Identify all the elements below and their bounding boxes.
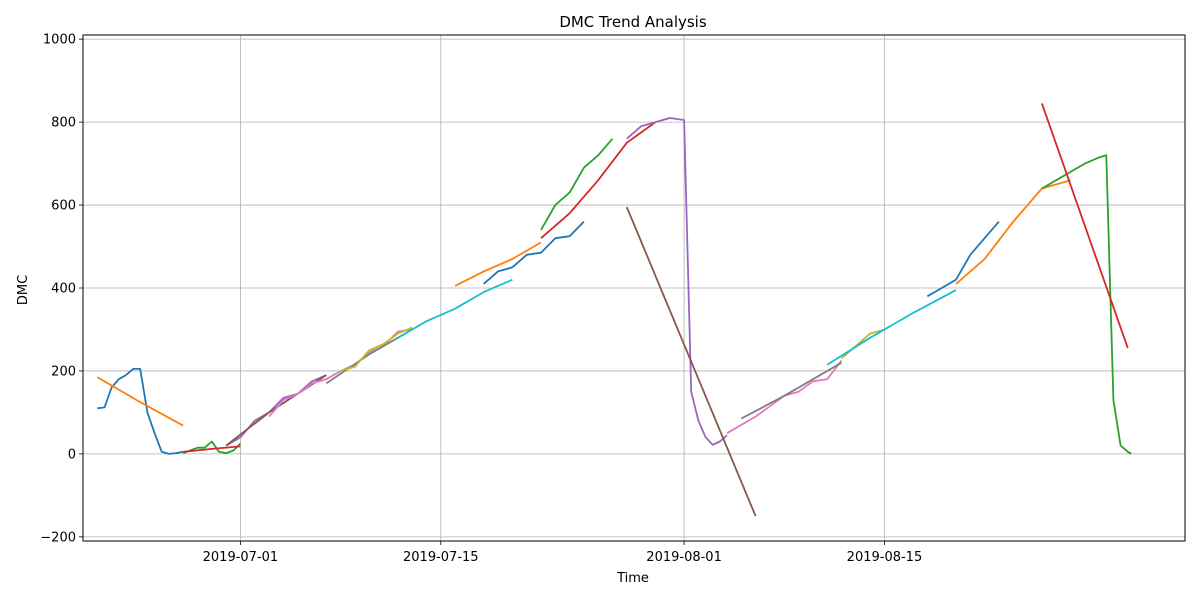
x-tick-label: 2019-07-15 [403,550,479,565]
series-line-4 [183,445,241,453]
y-tick-label: 0 [68,447,76,462]
series-line-21 [926,221,1000,298]
series-line-2 [96,376,184,427]
x-tick-label: 2019-07-01 [203,550,279,565]
y-tick-label: 400 [51,282,76,297]
x-axis-label: Time [616,571,649,586]
x-tick-label: 2019-08-01 [646,550,722,565]
series-line-9 [340,326,413,372]
series-line-13 [540,138,614,231]
series-line-16 [625,206,757,517]
y-tick-label: 800 [51,116,76,131]
x-tick-label: 2019-08-15 [847,550,923,565]
y-tick-label: 600 [51,199,76,214]
y-tick-label: 1000 [43,33,76,48]
series-line-23 [1041,154,1132,455]
series-line-11 [483,220,585,285]
series-line-18 [740,361,842,420]
series-line-1 [97,367,184,455]
series-line-12 [454,241,542,287]
axis-ticks: 2019-07-01 2019-07-15 2019-08-01 2019-08-15… [40,33,922,565]
series-line-20 [826,289,957,366]
y-tick-label: −200 [40,530,76,545]
series-line-5 [225,374,327,447]
series-line-8 [325,328,413,385]
y-tick-label: 200 [51,364,76,379]
series-line-14 [540,121,657,239]
series-line-10 [397,278,513,339]
series-line-15 [626,117,728,446]
series-lines [96,103,1132,517]
series-line-24 [1041,103,1129,349]
series-line-3 [182,440,242,455]
chart-title: DMC Trend Analysis [559,13,707,31]
y-axis-label: DMC [16,275,31,305]
series-line-22 [955,179,1071,285]
grid-lines [83,35,1185,541]
